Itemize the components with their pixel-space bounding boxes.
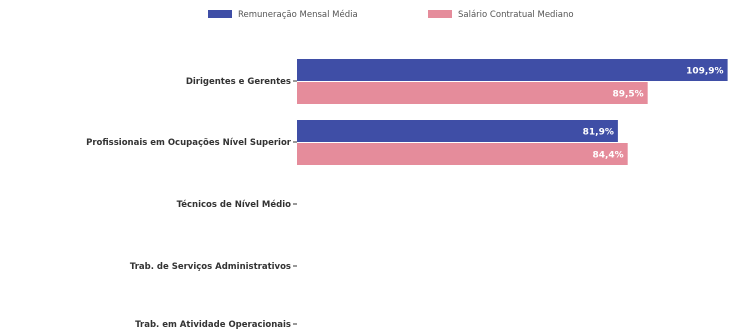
bars-group: 109,9% 89,5% 81,9% 84,4% <box>297 59 728 165</box>
y-tick-label-tecnicos-de-nivel-medio: Técnicos de Nível Médio <box>177 199 292 210</box>
legend-label-remuneracao: Remuneração Mensal Média <box>238 9 358 20</box>
y-tick-label-trab-em-atividade-operacionais: Trab. em Atividade Operacionais <box>135 320 291 330</box>
bar-salario-contratual-mediano-profissionais-em-ocupacoes-nivel-superior <box>297 143 628 165</box>
y-axis: Dirigentes e Gerentes Profissionais em Oc… <box>86 77 297 330</box>
bar-remuneracao-mensal-media-dirigentes-e-gerentes <box>297 59 728 81</box>
data-label-salario-contratual-mediano-dirigentes-e-gerentes: 89,5% <box>612 90 643 100</box>
data-label-remuneracao-mensal-media-dirigentes-e-gerentes: 109,9% <box>686 67 724 77</box>
y-tick-label-profissionais-em-ocupacoes-nivel-superior: Profissionais em Ocupações Nível Superio… <box>86 138 292 148</box>
bar-salario-contratual-mediano-dirigentes-e-gerentes <box>297 82 648 104</box>
y-tick-label-dirigentes-e-gerentes: Dirigentes e Gerentes <box>186 77 291 87</box>
y-tick-label-trab-de-servicos-administrativos: Trab. de Serviços Administrativos <box>130 262 291 272</box>
legend: Remuneração Mensal Média Salário Contrat… <box>208 9 574 20</box>
bar-remuneracao-mensal-media-profissionais-em-ocupacoes-nivel-superior <box>297 120 618 142</box>
legend-label-salario: Salário Contratual Mediano <box>458 10 574 20</box>
data-label-salario-contratual-mediano-profissionais-em-ocupacoes-nivel-superior: 84,4% <box>592 151 623 161</box>
data-label-remuneracao-mensal-media-profissionais-em-ocupacoes-nivel-superior: 81,9% <box>583 128 614 138</box>
legend-swatch-salario <box>428 10 452 18</box>
legend-swatch-remuneracao <box>208 10 232 18</box>
